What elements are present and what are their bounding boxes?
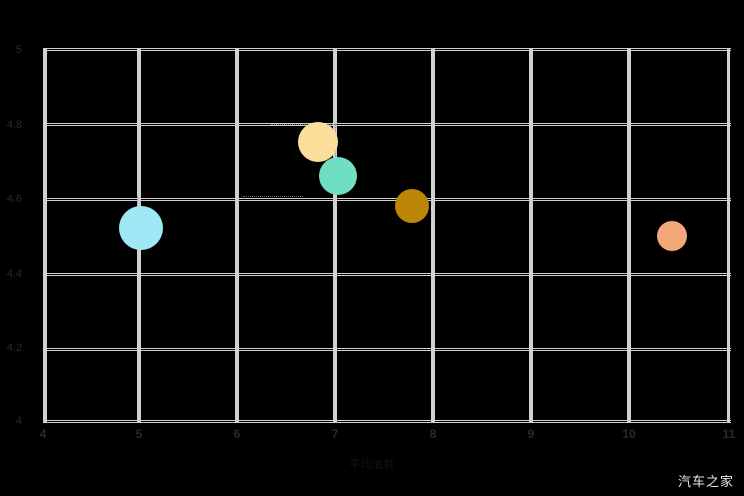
data-point-bubble[interactable]: [394, 188, 429, 223]
gridline-vertical: [431, 48, 435, 423]
x-axis-tick-label: 11: [722, 427, 736, 441]
gridline-vertical: [235, 48, 239, 423]
gridline-horizontal: [43, 348, 731, 351]
gridline-vertical: [529, 48, 533, 423]
leader-line-horizontal: [243, 196, 303, 198]
x-axis-tick-label: 4: [39, 427, 47, 441]
gridline-vertical: [333, 48, 337, 423]
x-axis-tick-label: 9: [527, 427, 535, 441]
data-point-bubble[interactable]: [318, 156, 357, 195]
x-axis-tick-label: 10: [622, 427, 636, 441]
x-axis-title: 平均油耗: [349, 459, 395, 471]
y-axis-tick-label: 4.4: [6, 268, 22, 280]
y-axis-tick-label: 4.2: [6, 342, 22, 354]
gridline-vertical: [727, 48, 730, 423]
y-axis-tick-label: 4: [15, 415, 22, 427]
gridline-horizontal: [43, 273, 731, 276]
y-axis-tick-label: 5: [15, 44, 22, 56]
gridline-vertical: [43, 48, 47, 423]
watermark: 汽车之家: [677, 475, 734, 490]
gridline-horizontal: [43, 198, 731, 201]
x-axis-tick-label: 7: [331, 427, 339, 441]
gridline-horizontal: [43, 123, 731, 126]
data-point-bubble[interactable]: [119, 206, 164, 250]
data-point-bubble[interactable]: [657, 220, 688, 251]
x-axis-tick-label: 8: [429, 427, 437, 441]
leader-line-horizontal: [271, 124, 337, 126]
y-axis-tick-label: 4.8: [6, 119, 22, 131]
x-axis-tick-label: 5: [135, 427, 143, 441]
gridline-horizontal: [43, 420, 731, 423]
gridline-horizontal: [43, 48, 731, 51]
data-point-bubble[interactable]: [298, 121, 339, 162]
x-axis-tick-label: 6: [233, 427, 241, 441]
plot-area: [43, 48, 731, 423]
y-axis-tick-label: 4.6: [6, 193, 22, 205]
gridline-vertical: [627, 48, 631, 423]
